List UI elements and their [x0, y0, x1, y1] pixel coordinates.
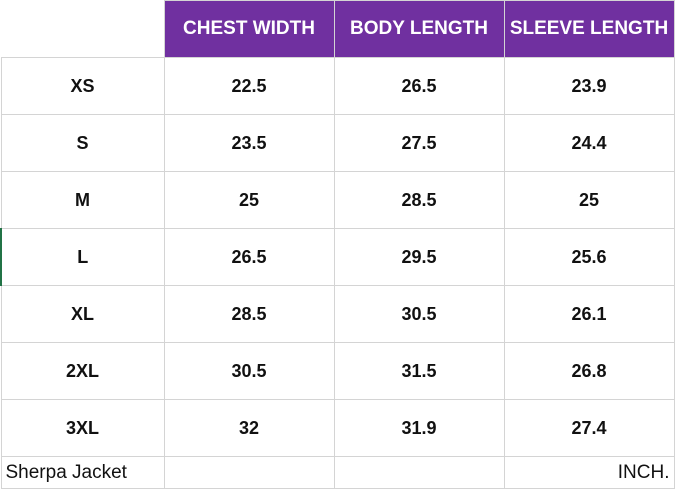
measurement: 25: [503, 171, 675, 229]
measurement: 32: [163, 399, 335, 457]
measurement: 25: [163, 171, 335, 229]
size-label: 3XL: [0, 399, 165, 457]
column-header: CHEST WIDTH: [163, 0, 335, 58]
measurement: 30.5: [333, 285, 505, 343]
size-label: XL: [0, 285, 165, 343]
measurement: 29.5: [333, 228, 505, 286]
measurement: 22.5: [163, 57, 335, 115]
size-label: M: [0, 171, 165, 229]
size-row: M 25 28.5 25: [0, 171, 675, 229]
measurement: 31.9: [333, 399, 505, 457]
measurement: 27.4: [503, 399, 675, 457]
measurement: 28.5: [163, 285, 335, 343]
footer-product: Sherpa Jacket: [0, 456, 165, 489]
measurement: 27.5: [333, 114, 505, 172]
measurement: 26.1: [503, 285, 675, 343]
column-header: SLEEVE LENGTH: [503, 0, 675, 58]
corner-cell: [1, 0, 165, 58]
size-row: XL 28.5 30.5 26.1: [0, 285, 675, 343]
measurement: 30.5: [163, 342, 335, 400]
measurement: 23.5: [163, 114, 335, 172]
measurement: 31.5: [333, 342, 505, 400]
footer-row: Sherpa Jacket INCH.: [0, 456, 675, 489]
measurement: 28.5: [333, 171, 505, 229]
size-label: XS: [0, 57, 165, 115]
column-header: BODY LENGTH: [333, 0, 505, 58]
measurement: 24.4: [503, 114, 675, 172]
measurement: 26.8: [503, 342, 675, 400]
footer-unit: INCH.: [503, 456, 675, 489]
size-label: L: [0, 228, 165, 286]
footer-cell: [333, 456, 505, 489]
size-row: XS 22.5 26.5 23.9: [0, 57, 675, 115]
measurement: 23.9: [503, 57, 675, 115]
measurement: 25.6: [503, 228, 675, 286]
size-row: 2XL 30.5 31.5 26.8: [0, 342, 675, 400]
size-label: S: [0, 114, 165, 172]
size-row: S 23.5 27.5 24.4: [0, 114, 675, 172]
size-label: 2XL: [0, 342, 165, 400]
size-row: L 26.5 29.5 25.6: [0, 228, 675, 286]
measurement: 26.5: [333, 57, 505, 115]
size-row: 3XL 32 31.9 27.4: [0, 399, 675, 457]
header-row: CHEST WIDTH BODY LENGTH SLEEVE LENGTH: [1, 0, 675, 58]
measurement: 26.5: [163, 228, 335, 286]
footer-cell: [163, 456, 335, 489]
